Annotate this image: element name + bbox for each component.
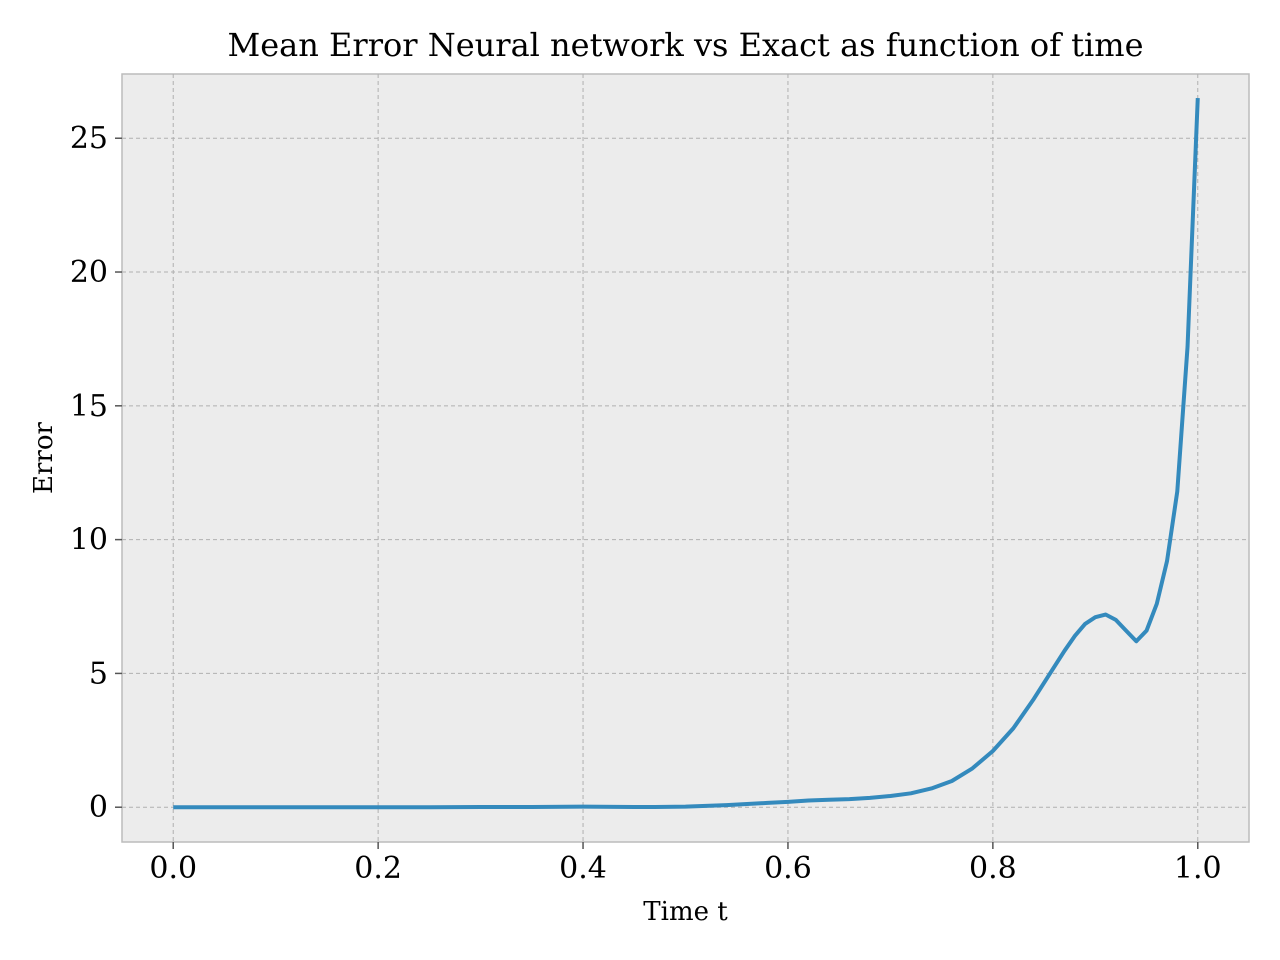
- x-tick-label: 0.2: [354, 851, 402, 886]
- x-axis-label: Time t: [643, 897, 728, 927]
- series-layer: [173, 97, 1200, 810]
- x-tick-label: 0.4: [559, 851, 607, 886]
- y-tick-label: 20: [70, 255, 108, 290]
- y-tick-label: 15: [70, 389, 108, 424]
- x-tick-label: 0.0: [149, 851, 197, 886]
- series-line: [173, 97, 1200, 810]
- y-tick-label: 5: [89, 656, 108, 691]
- x-tick-label: 0.6: [764, 851, 812, 886]
- axis-ticks: 0.0 0.2 0.4 0.6 0.8 1.0 0 5 10 15 20 25: [70, 121, 1222, 886]
- x-tick-label: 0.8: [969, 851, 1017, 886]
- x-tick-label: 1.0: [1174, 851, 1222, 886]
- y-tick-label: 25: [70, 121, 108, 156]
- y-axis-label: Error: [29, 421, 59, 493]
- plot-area: [121, 73, 1250, 843]
- y-tick-label: 0: [89, 790, 108, 825]
- chart-title: Mean Error Neural network vs Exact as fu…: [227, 26, 1143, 64]
- y-tick-label: 10: [70, 523, 108, 558]
